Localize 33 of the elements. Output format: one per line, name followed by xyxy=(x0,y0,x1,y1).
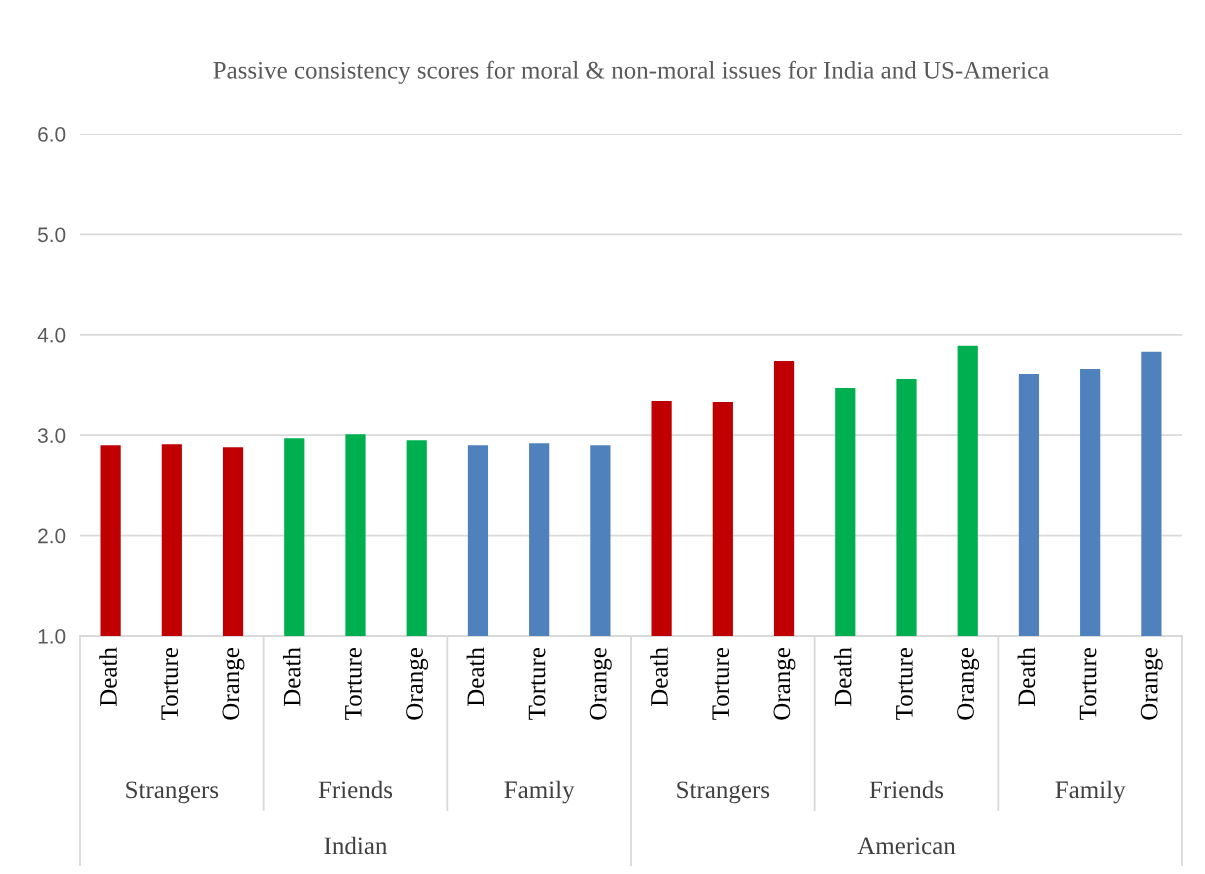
x-tick-label: Torture xyxy=(345,647,362,720)
text: American xyxy=(857,837,956,855)
y-tick-label: 1.0 xyxy=(38,629,66,644)
text: Family xyxy=(1055,780,1126,804)
x-tick-label: Death xyxy=(650,647,668,707)
text: Family xyxy=(504,780,575,804)
text: Indian xyxy=(324,836,388,855)
x-tick-label: Death xyxy=(99,647,117,707)
y-tick-label: 3.0 xyxy=(37,428,66,443)
y-tick-label: 4.0 xyxy=(37,327,66,343)
y-tick-label: 6.0 xyxy=(38,127,66,142)
y-tick-label: 2.0 xyxy=(38,528,66,544)
chart-title: Passive consistency scores for moral & non-moral issues for India and US-America xyxy=(213,60,1049,84)
x-tick-label: Torture xyxy=(712,647,730,720)
x-tick-label: Orange xyxy=(589,647,612,720)
text: Strangers xyxy=(677,781,770,804)
x-tick-label: Torture xyxy=(161,647,179,720)
x-tick-label: Orange xyxy=(222,647,245,720)
x-tick-label: Death xyxy=(833,647,852,707)
x-tick-label: Orange xyxy=(406,647,429,720)
text: Friends xyxy=(318,780,393,799)
x-tick-label: Torture xyxy=(1079,647,1097,720)
x-tick-label: Death xyxy=(1017,647,1036,707)
x-tick-label: Death xyxy=(466,647,485,707)
x-tick-label: Death xyxy=(282,647,301,707)
x-tick-label: Torture xyxy=(528,647,546,720)
text: Strangers xyxy=(126,781,219,804)
x-tick-label: Orange xyxy=(773,647,796,720)
y-tick-label: 5.0 xyxy=(37,227,66,243)
x-tick-label: Orange xyxy=(957,647,980,720)
text: Friends xyxy=(869,780,944,799)
x-tick-label: Orange xyxy=(1140,647,1163,720)
x-tick-label: Torture xyxy=(896,647,913,720)
